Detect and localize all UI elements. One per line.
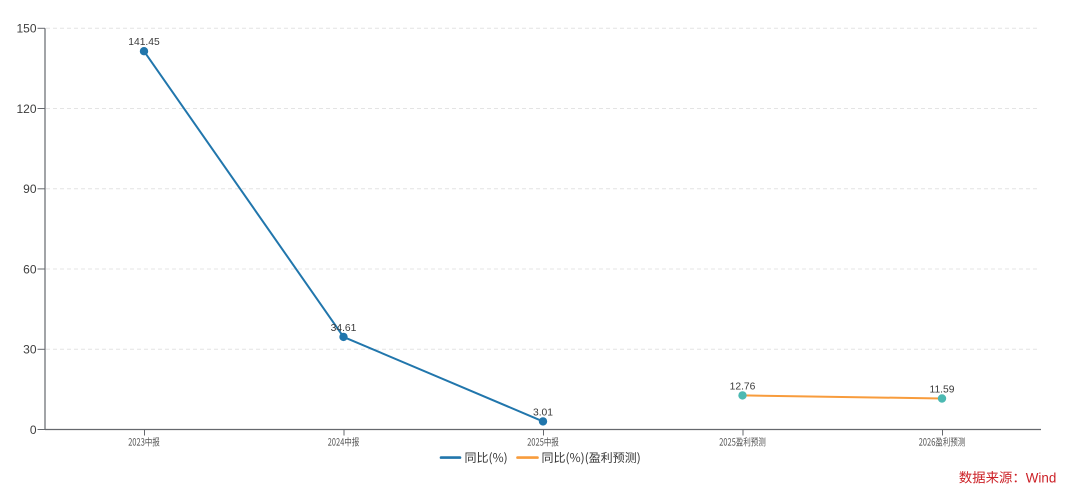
svg-text:141.45: 141.45 [128, 37, 160, 48]
svg-text:34.61: 34.61 [331, 323, 357, 334]
svg-text:120: 120 [16, 102, 36, 116]
svg-text:11.59: 11.59 [929, 385, 954, 396]
svg-text:3.01: 3.01 [533, 407, 553, 418]
svg-text:0: 0 [30, 423, 37, 437]
svg-text:30: 30 [23, 343, 37, 357]
svg-text:150: 150 [16, 22, 36, 36]
svg-text:60: 60 [23, 262, 37, 276]
svg-text:90: 90 [23, 182, 37, 196]
svg-text:12.76: 12.76 [730, 381, 756, 392]
svg-text:Wind: Wind [1026, 470, 1057, 485]
